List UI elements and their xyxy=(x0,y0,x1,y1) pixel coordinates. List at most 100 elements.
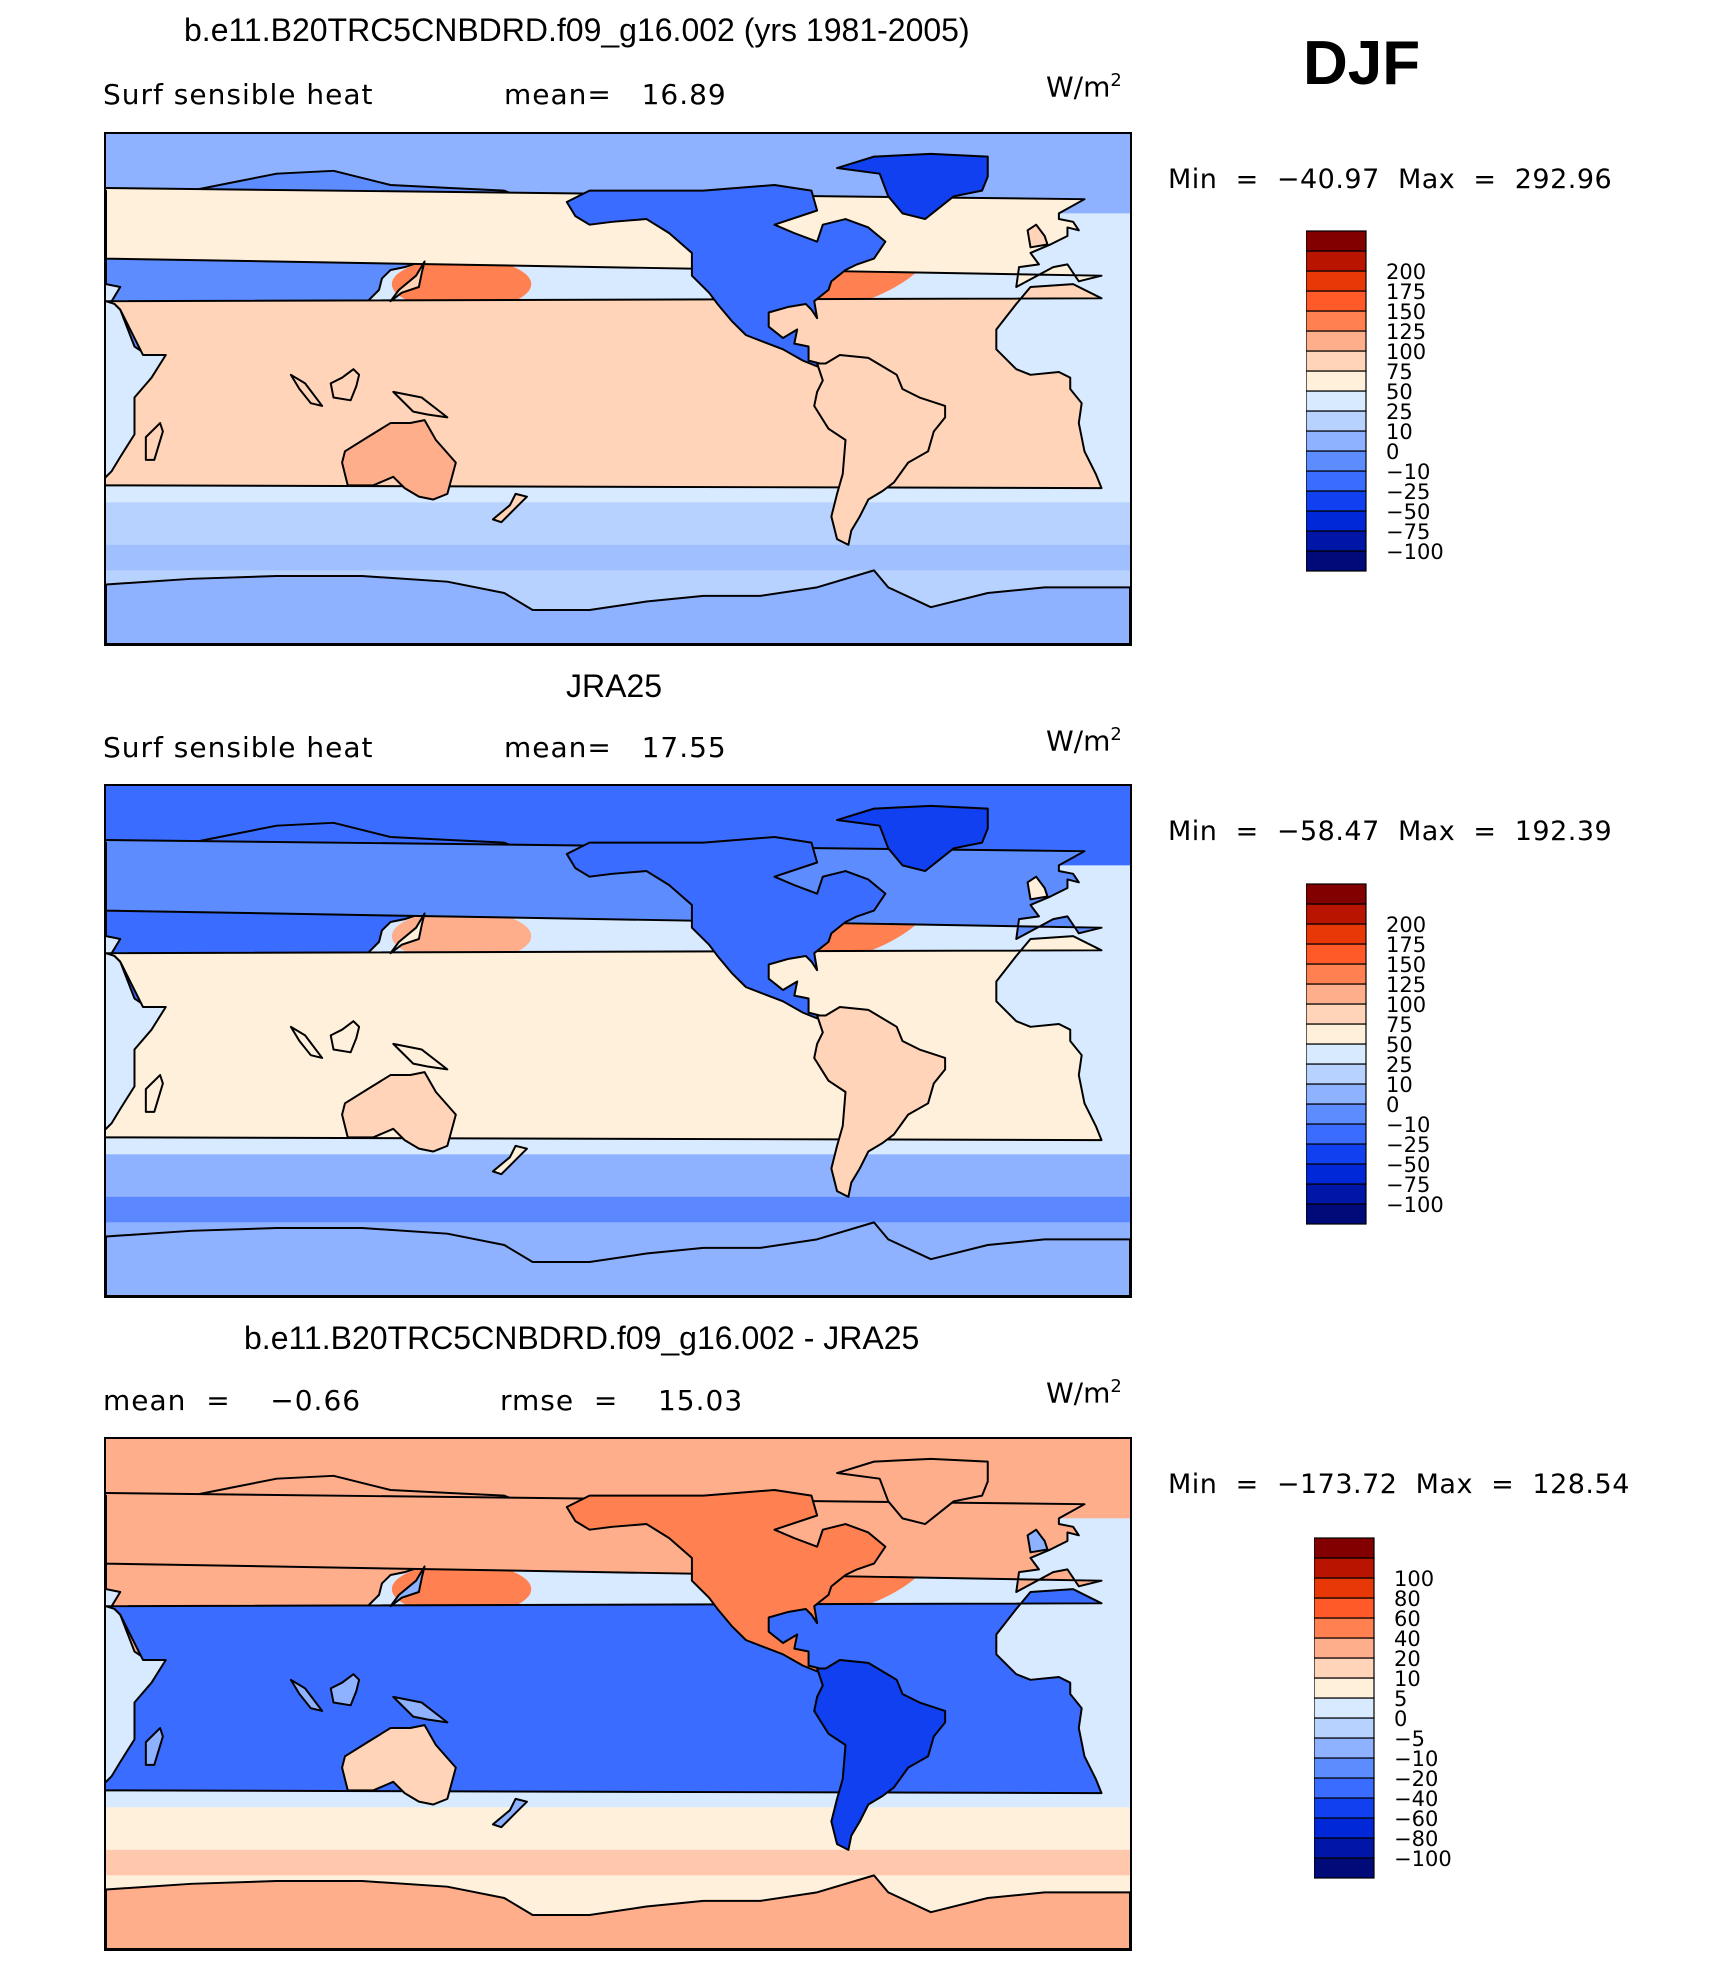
coastline-uk xyxy=(1026,875,1049,901)
panel-3-minmax: Min = −173.72 Max = 128.54 xyxy=(1168,1469,1630,1500)
colorbar-label: 60 xyxy=(1394,1607,1421,1631)
coastline-madagascar xyxy=(144,1727,164,1766)
colorbar-label: −25 xyxy=(1386,480,1430,504)
colorbar-swatch xyxy=(1314,1597,1375,1619)
colorbar-swatch xyxy=(1314,1757,1375,1779)
panel-3-map-svg xyxy=(106,1439,1130,1949)
colorbar-label: −75 xyxy=(1386,1173,1430,1197)
colorbar-label: −25 xyxy=(1386,1133,1430,1157)
colorbar-swatch xyxy=(1306,903,1367,925)
colorbar-label: 200 xyxy=(1386,260,1426,284)
panel-1-title: b.e11.B20TRC5CNBDRD.f09_g16.002 (yrs 198… xyxy=(184,12,970,48)
colorbar-swatch xyxy=(1314,1717,1375,1739)
colorbar-label: 0 xyxy=(1386,440,1399,464)
coastline-samerica xyxy=(813,1658,947,1851)
colorbar-label: −80 xyxy=(1394,1827,1438,1851)
coastline-africa xyxy=(106,283,1103,490)
colorbar-swatch xyxy=(1306,470,1367,492)
colorbar-swatch xyxy=(1306,1163,1367,1185)
colorbar-swatch xyxy=(1306,1043,1367,1065)
panel-1-map xyxy=(104,132,1132,646)
coastline-newguinea xyxy=(392,1042,449,1071)
panel-1-map-svg xyxy=(106,134,1130,644)
coastline-antarctica xyxy=(106,569,1130,644)
colorbar-label: 100 xyxy=(1394,1567,1434,1591)
coastline-namerica xyxy=(565,184,887,368)
panel-1-colorbar: −100 −75 −50 −25 −10 0 10 25 50 75 100 125 150 175 200 xyxy=(1306,229,1466,639)
colorbar-label: −100 xyxy=(1386,540,1444,564)
coastline-africa xyxy=(106,1588,1103,1795)
coastline-uk xyxy=(1026,1528,1049,1554)
coastline-greenland xyxy=(836,152,989,221)
coastline-uk xyxy=(1026,223,1049,249)
colorbar-swatch xyxy=(1306,410,1367,432)
coastline-japan xyxy=(389,1565,426,1608)
colorbar-swatch xyxy=(1306,450,1367,472)
colorbar-label: 150 xyxy=(1386,300,1426,324)
colorbar-label: −5 xyxy=(1394,1727,1425,1751)
southern-ocean-storm-band xyxy=(106,544,1130,571)
coastline-borneo xyxy=(329,368,361,402)
colorbar-label: −75 xyxy=(1386,520,1430,544)
panel-3-units: W/m2 xyxy=(1046,1376,1122,1410)
colorbar-swatch xyxy=(1314,1797,1375,1819)
colorbar-label: 125 xyxy=(1386,973,1426,997)
colorbar-label: −20 xyxy=(1394,1767,1438,1791)
panel-1-mean-label: mean= 16.89 xyxy=(504,78,727,111)
colorbar-label: 50 xyxy=(1386,380,1413,404)
panel-2-variable-label: Surf sensible heat xyxy=(103,731,374,764)
colorbar-label: 40 xyxy=(1394,1627,1421,1651)
panel-3-title: b.e11.B20TRC5CNBDRD.f09_g16.002 - JRA25 xyxy=(244,1320,920,1356)
colorbar-swatch xyxy=(1306,1003,1367,1025)
coastline-sumatra xyxy=(289,1678,324,1712)
coastline-madagascar xyxy=(144,1074,164,1113)
colorbar-swatch xyxy=(1306,430,1367,452)
colorbar-swatch xyxy=(1306,270,1367,292)
colorbar-swatch xyxy=(1306,330,1367,352)
colorbar-label: 80 xyxy=(1394,1587,1421,1611)
colorbar-swatch xyxy=(1306,390,1367,412)
colorbar-swatch xyxy=(1314,1837,1375,1859)
colorbar-label: 5 xyxy=(1394,1687,1407,1711)
colorbar-swatch xyxy=(1306,370,1367,392)
colorbar-swatch xyxy=(1306,1103,1367,1125)
colorbar-label: −50 xyxy=(1386,1153,1430,1177)
kuroshio-feature xyxy=(391,258,532,310)
southern-ocean-storm-band xyxy=(106,1849,1130,1876)
colorbar-swatch xyxy=(1314,1577,1375,1599)
coastline-japan xyxy=(389,260,426,303)
colorbar-swatch xyxy=(1306,1143,1367,1165)
colorbar-label: 10 xyxy=(1394,1667,1421,1691)
colorbar-swatch xyxy=(1314,1817,1375,1839)
colorbar-label: −50 xyxy=(1386,500,1430,524)
colorbar-label: −100 xyxy=(1394,1847,1452,1871)
colorbar-label: 175 xyxy=(1386,280,1426,304)
colorbar-swatch xyxy=(1314,1677,1375,1699)
colorbar-swatch xyxy=(1314,1777,1375,1799)
coastline-namerica xyxy=(565,1489,887,1673)
panel-2-map-svg xyxy=(106,786,1130,1296)
colorbar-swatch xyxy=(1306,923,1367,945)
panel-1-units: W/m2 xyxy=(1046,70,1122,104)
coastline-nz xyxy=(491,1797,528,1829)
colorbar-label: 0 xyxy=(1394,1707,1407,1731)
colorbar-swatch xyxy=(1306,550,1367,572)
coastline-nz xyxy=(491,1144,528,1176)
coastline-sumatra xyxy=(289,373,324,407)
panel-1-variable-label: Surf sensible heat xyxy=(103,78,374,111)
colorbar-swatch xyxy=(1314,1657,1375,1679)
colorbar-label: −10 xyxy=(1394,1747,1438,1771)
colorbar-label: 10 xyxy=(1386,1073,1413,1097)
coastline-greenland xyxy=(836,804,989,873)
southern-ocean-storm-band xyxy=(106,1196,1130,1223)
colorbar-swatch xyxy=(1306,510,1367,532)
colorbar-swatch xyxy=(1314,1617,1375,1639)
colorbar-label: −10 xyxy=(1386,1113,1430,1137)
panel-2-title: JRA25 xyxy=(566,668,663,704)
colorbar-swatch xyxy=(1314,1697,1375,1719)
panel-2-units: W/m2 xyxy=(1046,724,1122,758)
kuroshio-feature xyxy=(391,910,532,962)
colorbar-swatch xyxy=(1314,1857,1375,1879)
colorbar-swatch xyxy=(1314,1537,1375,1559)
coastline-greenland xyxy=(836,1457,989,1526)
